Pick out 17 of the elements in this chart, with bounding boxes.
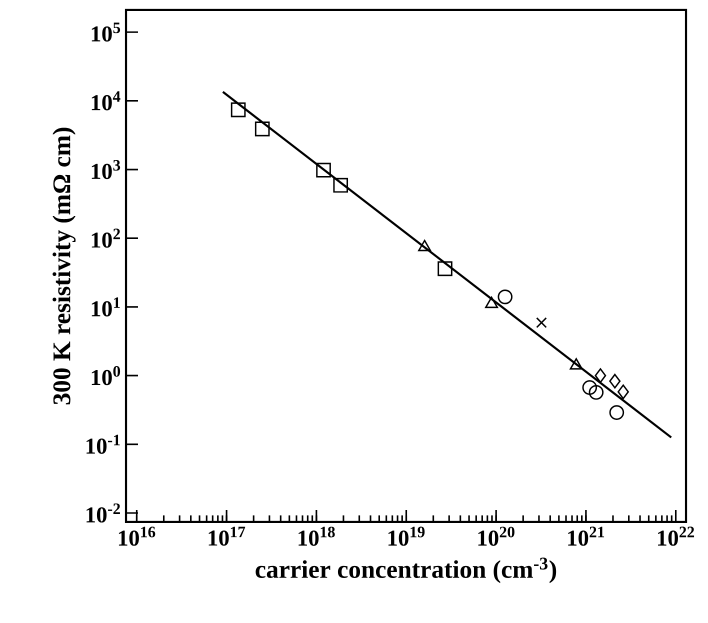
x-tick-label: 10$^{19}$: [388, 526, 425, 546]
x-tick-label: 10$^{21}$: [568, 526, 604, 546]
y-tick-label: 10$^{-1}$: [86, 434, 120, 454]
x-tick-label: 10$^{22}$: [658, 526, 694, 546]
y-axis-title: 300 K resistivity (mΩ cm): [52, 128, 76, 404]
y-tick-label: 10$^{4}$: [92, 91, 120, 110]
x-tick-label: 10$^{18}$: [298, 526, 335, 546]
y-tick-label: 10$^{5}$: [92, 22, 120, 42]
y-tick-label: 10$^{1}$: [92, 297, 120, 316]
x-tick-label: 10$^{16}$: [118, 526, 156, 546]
y-tick-label: 10$^{3}$: [92, 160, 120, 180]
x-axis-title: carrier concentration (cm$^{-3}$): [256, 558, 556, 584]
y-tick-label: 10$^{-2}$: [86, 503, 120, 523]
x-tick-label: 10$^{17}$: [208, 526, 246, 546]
x-tick-label: 10$^{20}$: [478, 526, 514, 546]
y-tick-label: 10$^{2}$: [92, 228, 120, 248]
y-tick-label: 10$^{0}$: [92, 366, 120, 386]
